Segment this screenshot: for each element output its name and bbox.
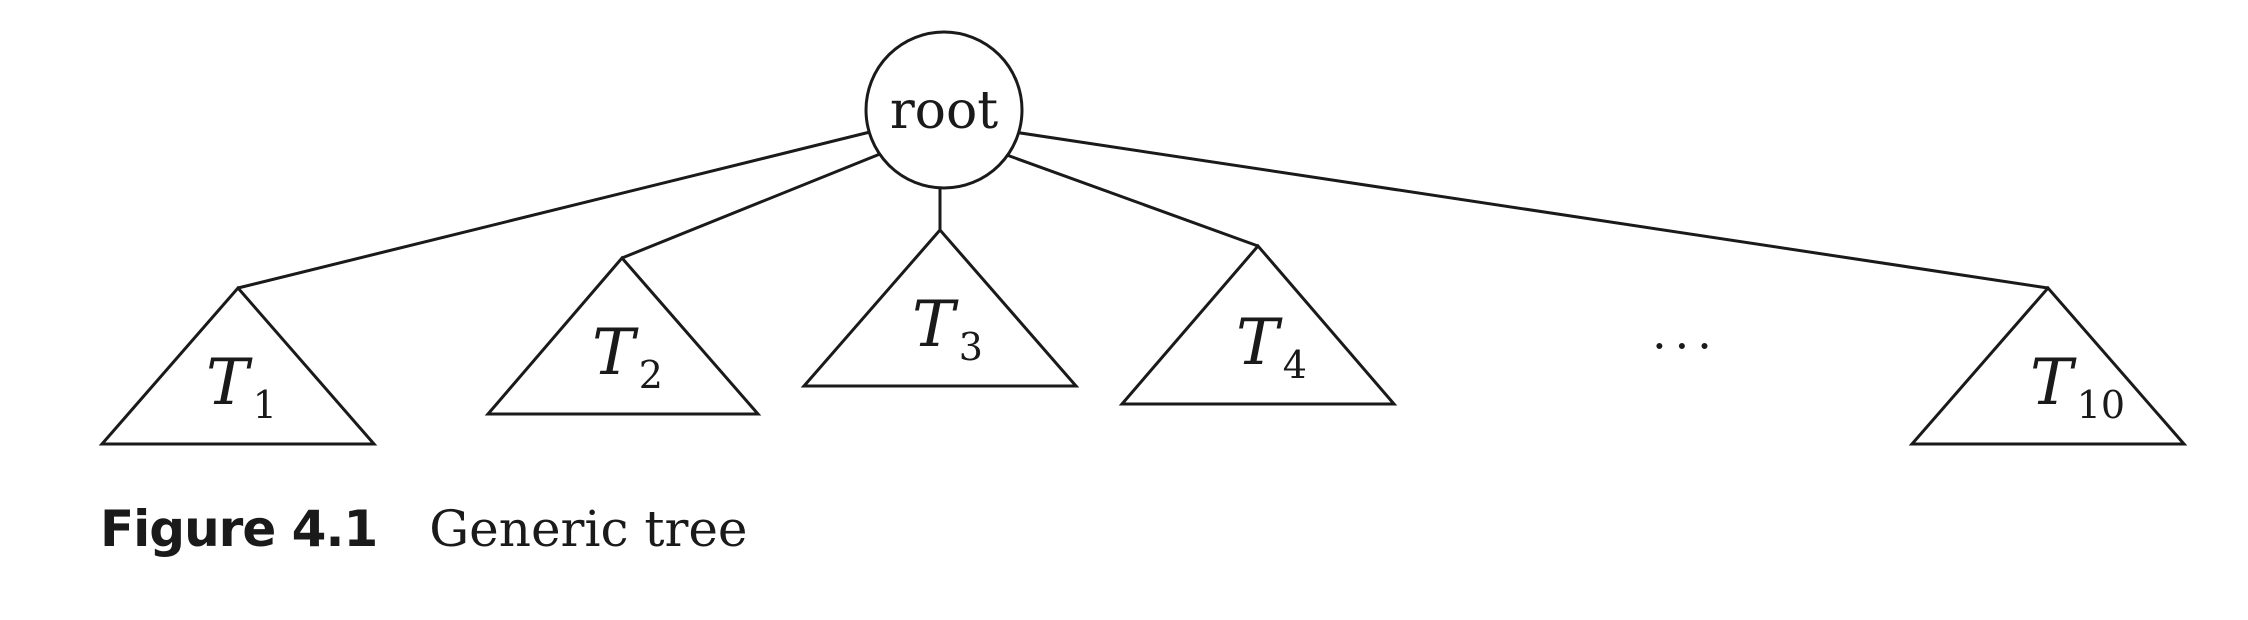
subtree-t2-main: T xyxy=(592,316,639,390)
subtree-t3-main: T xyxy=(912,288,959,362)
subtree-t10-main: T xyxy=(2030,346,2077,420)
subtree-t2-triangle xyxy=(484,255,762,416)
root-node: root xyxy=(864,30,1024,190)
subtree-t10: T 10 xyxy=(1908,285,2188,446)
subtree-t3-sub: 3 xyxy=(959,325,983,369)
subtree-t3-triangle xyxy=(800,227,1080,388)
subtree-t4-sub: 4 xyxy=(1283,343,1307,387)
subtree-t10-triangle xyxy=(1908,285,2188,446)
figure-caption: Figure 4.1 Generic tree xyxy=(100,500,748,570)
root-circle xyxy=(864,30,1024,190)
subtree-t1-sub: 1 xyxy=(253,383,277,427)
caption-label: Figure 4.1 xyxy=(100,500,378,558)
edge-root-t1 xyxy=(237,130,871,290)
subtree-t10-label: T 10 xyxy=(2030,346,2125,427)
root-label: root xyxy=(890,81,998,141)
subtree-t1-triangle xyxy=(98,285,378,446)
caption-text: Generic tree xyxy=(429,500,748,558)
subtree-t1-main: T xyxy=(206,346,253,420)
subtree-t10-sub: 10 xyxy=(2077,383,2125,427)
edge-root-t10 xyxy=(1013,130,2049,290)
edge-root-t2 xyxy=(621,152,881,260)
subtree-t4-triangle xyxy=(1118,243,1398,406)
ellipsis: ··· xyxy=(1652,319,1720,373)
subtree-t2-sub: 2 xyxy=(639,353,663,397)
edge-root-t4 xyxy=(1003,152,1259,248)
subtree-t4-main: T xyxy=(1236,306,1283,380)
